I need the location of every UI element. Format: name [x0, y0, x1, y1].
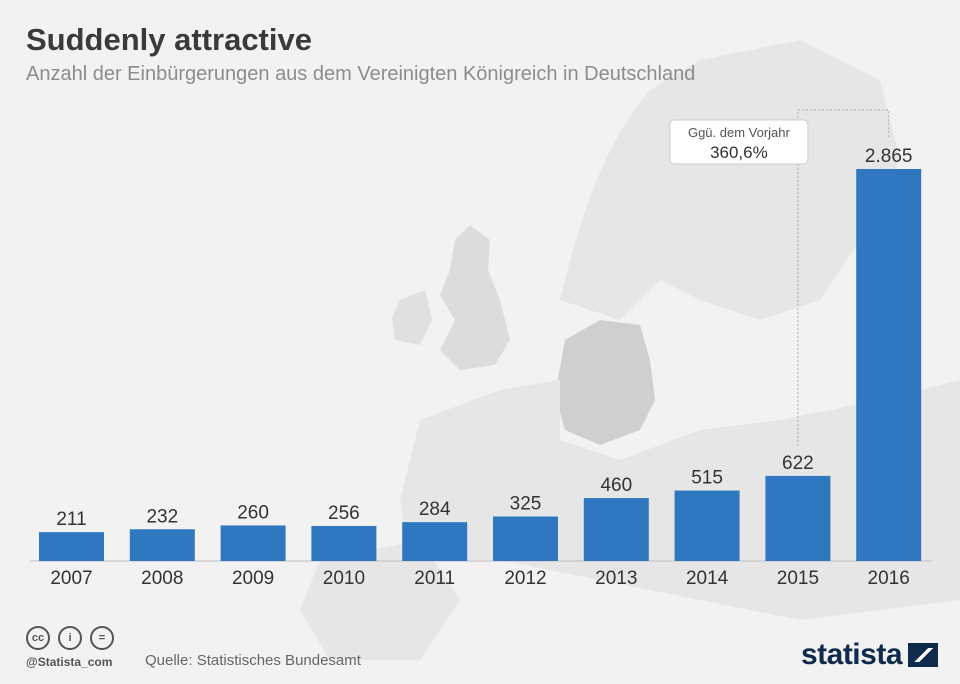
cc-icon: cc [26, 626, 50, 650]
ireland-shape [392, 290, 432, 345]
value-label-2008: 232 [146, 506, 178, 527]
bar-2010 [311, 525, 377, 561]
bar-2014 [674, 490, 740, 561]
x-tick-label-2008: 2008 [141, 568, 183, 589]
annotation-label: Ggü. dem Vorjahr [688, 125, 791, 140]
germany-shape [555, 320, 655, 445]
value-label-2016: 2.865 [865, 146, 913, 167]
bar-2013 [583, 498, 649, 561]
x-tick-label-2009: 2009 [232, 568, 274, 589]
bar-2012 [493, 516, 558, 561]
bar-2007 [39, 532, 104, 561]
annotation-connector-line [797, 109, 890, 446]
great-britain-shape [440, 225, 510, 370]
x-tick-label-2007: 2007 [50, 568, 92, 589]
statista-logo-text: statista [800, 638, 903, 671]
bar-2011 [402, 522, 468, 561]
annotation-value: 360,6% [710, 143, 768, 162]
statista-logo[interactable]: statista [801, 638, 938, 672]
x-tick-label-2013: 2013 [595, 568, 637, 589]
bar-2016 [856, 169, 922, 561]
bars-group: 211 2007 232 2008 260 2009 256 2010 284 2011 325 20… [39, 146, 922, 589]
x-tick-label-2012: 2012 [504, 568, 546, 589]
statista-handle: @Statista_com [26, 655, 113, 669]
bar-2008 [129, 529, 195, 561]
value-label-2009: 260 [237, 502, 269, 523]
value-label-2011: 284 [419, 499, 451, 520]
value-label-2015: 622 [782, 453, 814, 474]
x-tick-label-2015: 2015 [777, 568, 819, 589]
value-label-2007: 211 [56, 509, 86, 530]
bar-2015 [765, 475, 831, 561]
by-icon: i [58, 626, 82, 650]
chart-title: Suddenly attractive [26, 22, 312, 57]
x-tick-label-2014: 2014 [686, 568, 729, 589]
bar-2009 [220, 525, 286, 561]
value-label-2012: 325 [510, 494, 542, 515]
value-label-2013: 460 [600, 475, 632, 496]
nd-icon: = [90, 626, 114, 650]
value-label-2014: 515 [691, 468, 723, 489]
yoy-annotation: Ggü. dem Vorjahr 360,6% [669, 109, 890, 446]
x-tick-label-2016: 2016 [868, 568, 910, 589]
annotation-box [669, 119, 809, 165]
x-tick-label-2011: 2011 [414, 568, 455, 589]
statista-logo-icon [908, 643, 938, 667]
iberia-shape [300, 540, 460, 660]
license-icons: cc i = [26, 626, 114, 650]
source-note: Quelle: Statistisches Bundesamt [145, 652, 361, 669]
x-tick-label-2010: 2010 [323, 568, 365, 589]
value-label-2010: 256 [328, 503, 360, 524]
bar-chart: 211 2007 232 2008 260 2009 256 2010 284 2011 325 20… [30, 109, 932, 589]
chart-subtitle: Anzahl der Einbürgerungen aus dem Verein… [26, 63, 696, 85]
